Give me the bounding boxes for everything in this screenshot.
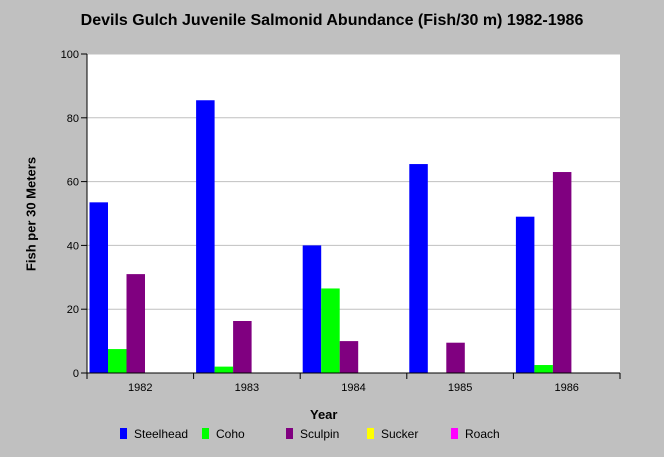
y-tick-label: 40: [67, 240, 79, 252]
legend-label: Coho: [216, 427, 245, 441]
x-tick-label: 1984: [341, 382, 365, 394]
legend-swatch: [120, 428, 127, 439]
bar-steelhead-1982: [89, 202, 108, 373]
bar-sculpin-1984: [339, 341, 359, 373]
legend-swatch: [286, 428, 293, 439]
bar-coho-1986: [534, 365, 553, 373]
bar-steelhead-1984: [302, 245, 322, 373]
y-tick-label: 0: [73, 368, 79, 380]
plot-background: [87, 54, 620, 373]
legend: Steelhead Coho Sculpin Sucker Roach: [0, 427, 664, 443]
legend-label: Sculpin: [300, 427, 340, 441]
bar-coho-1982: [108, 349, 127, 373]
legend-swatch: [202, 428, 209, 439]
y-tick-label: 20: [67, 304, 79, 316]
legend-swatch: [367, 428, 374, 439]
bar-sculpin-1983: [233, 321, 252, 373]
x-tick-label: 1986: [554, 382, 578, 394]
x-tick-label: 1983: [235, 382, 259, 394]
legend-label: Steelhead: [134, 427, 189, 441]
legend-label: Roach: [465, 427, 500, 441]
bar-sculpin-1985: [446, 342, 465, 373]
x-axis-label: Year: [310, 407, 338, 422]
legend-swatch: [451, 428, 458, 439]
x-tick-label: 1982: [128, 382, 152, 394]
bar-coho-1983: [214, 366, 234, 373]
legend-label: Sucker: [381, 427, 419, 441]
bar-sculpin-1986: [552, 172, 572, 373]
x-tick-label: 1985: [448, 382, 472, 394]
chart-title: Devils Gulch Juvenile Salmonid Abundance…: [80, 12, 584, 29]
bar-steelhead-1985: [409, 164, 428, 373]
y-tick-label: 100: [61, 49, 79, 61]
y-tick-label: 80: [67, 113, 79, 125]
bar-sculpin-1982: [126, 274, 145, 373]
y-tick-label: 60: [67, 177, 79, 189]
bar-steelhead-1983: [196, 100, 215, 373]
bar-steelhead-1986: [515, 216, 535, 373]
bar-coho-1984: [321, 288, 340, 373]
